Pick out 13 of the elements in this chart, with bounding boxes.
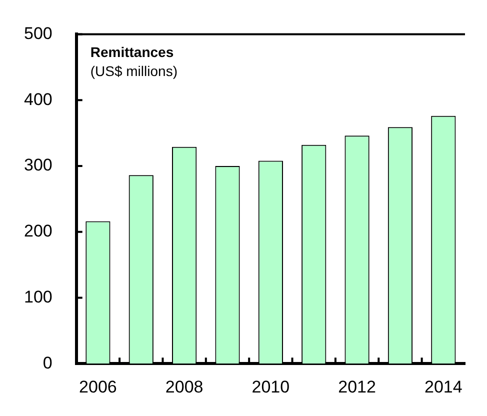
y-tick-label: 400 [24, 90, 52, 109]
x-tick-label: 2012 [338, 377, 376, 396]
x-tick-label: 2008 [165, 377, 204, 396]
text: Remittances [90, 44, 174, 60]
x-tick-label: 2014 [424, 377, 462, 396]
text: (US$ millions) [90, 63, 178, 80]
x-tick-label: 2010 [252, 377, 290, 396]
y-tick-label: 100 [24, 287, 52, 306]
y-tick-label: 200 [24, 222, 52, 241]
y-tick-label: 0 [42, 353, 52, 372]
x-tick-label: 2006 [79, 377, 117, 396]
y-tick-label: 500 [24, 24, 52, 43]
y-tick-label: 300 [24, 156, 52, 175]
